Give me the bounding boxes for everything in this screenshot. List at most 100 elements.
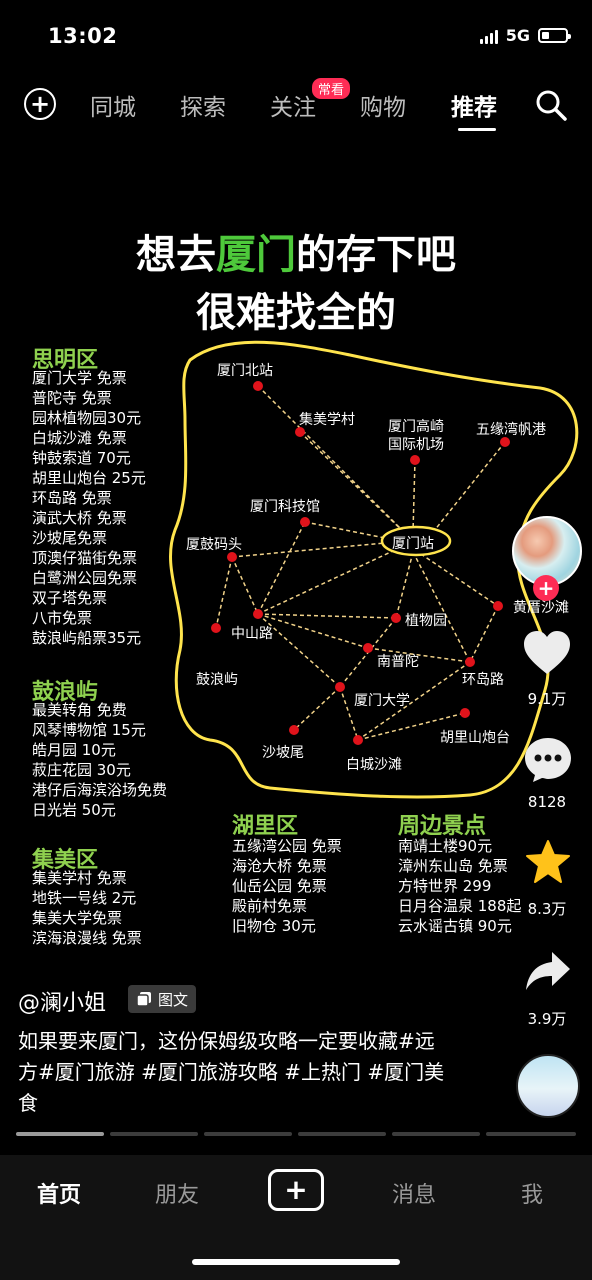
list-item: 鼓浪屿船票35元 xyxy=(32,629,142,647)
status-bar-right: 5G xyxy=(479,26,571,45)
map-label-xiagu: 厦鼓码头 xyxy=(186,537,242,553)
list-item: 仙岳公园 免票 xyxy=(232,877,327,895)
like-icon[interactable] xyxy=(522,630,572,676)
list-item: 日月谷温泉 188起 xyxy=(398,897,522,915)
nav-home[interactable]: 首页 xyxy=(36,1183,81,1208)
list-item: 环岛路 免票 xyxy=(32,489,112,507)
nav-me[interactable]: 我 xyxy=(520,1183,543,1208)
follow-button[interactable]: + xyxy=(533,575,559,601)
list-item: 方特世界 299 xyxy=(398,877,492,895)
active-tab-indicator xyxy=(458,128,496,131)
list-item: 八市免票 xyxy=(32,609,93,627)
tab-shopping[interactable]: 购物 xyxy=(360,95,406,121)
map-label-xiada: 厦门大学 xyxy=(354,693,410,709)
siming-list: 厦门大学 免票 普陀寺 免票 园林植物园30元 白城沙滩 免票 钟鼓索道 70元… xyxy=(32,368,146,648)
tab-following[interactable]: 关注 xyxy=(270,95,316,121)
image-progress-segment xyxy=(110,1132,198,1136)
district-title-jimei: 集美区 xyxy=(32,848,99,873)
author-avatar[interactable] xyxy=(512,516,582,586)
list-item: 顶澳仔猫街免票 xyxy=(32,549,138,567)
map-label-huandao: 环岛路 xyxy=(462,672,504,688)
list-item: 最美转角 免费 xyxy=(32,701,127,719)
list-item: 集美学村 免票 xyxy=(32,869,127,887)
route-lines xyxy=(215,385,506,741)
tab-recommend[interactable]: 推荐 xyxy=(451,95,497,121)
hub-outline xyxy=(380,525,452,557)
map-label-jimei: 集美学村 xyxy=(299,412,355,428)
nav-friends[interactable]: 朋友 xyxy=(154,1183,199,1208)
signal-icon xyxy=(479,28,498,44)
music-disc[interactable] xyxy=(516,1054,580,1118)
map-label-beizhan: 厦门北站 xyxy=(217,363,273,379)
tab-explore[interactable]: 探索 xyxy=(180,95,226,121)
image-progress-segment xyxy=(204,1132,292,1136)
list-item: 双子塔免票 xyxy=(32,589,108,607)
search-icon[interactable] xyxy=(534,88,568,122)
image-progress-segment xyxy=(298,1132,386,1136)
top-navigation: + 同城 探索 关注 常看 购物 推荐 xyxy=(0,78,592,131)
image-progress-segment xyxy=(486,1132,576,1136)
tab-same-city[interactable]: 同城 xyxy=(90,95,136,121)
list-item: 南靖土楼90元 xyxy=(398,837,493,855)
home-indicator xyxy=(192,1259,400,1265)
map-label-gulang: 鼓浪屿 xyxy=(196,672,238,688)
battery-icon xyxy=(538,28,571,43)
district-title-huli: 湖里区 xyxy=(232,814,299,839)
map-label-wuyuan: 五缘湾帆港 xyxy=(476,422,546,438)
map-label-baicheng: 白城沙滩 xyxy=(346,757,402,773)
map-label-keji: 厦门科技馆 xyxy=(250,499,320,515)
list-item: 钟鼓索道 70元 xyxy=(32,449,131,467)
add-icon[interactable]: + xyxy=(24,88,56,120)
list-item: 白城沙滩 免票 xyxy=(32,429,127,447)
map-label-hub: 厦门站 xyxy=(392,536,434,552)
list-item: 集美大学免票 xyxy=(32,909,123,927)
network-type: 5G xyxy=(505,26,530,45)
favorite-star-icon[interactable] xyxy=(524,839,572,885)
list-item: 沙坡尾免票 xyxy=(32,529,108,547)
status-time: 13:02 xyxy=(48,24,118,48)
district-title-gulangyu: 鼓浪屿 xyxy=(32,680,99,705)
author-name[interactable]: @澜小姐 xyxy=(18,991,107,1016)
huli-list: 五缘湾公园 免票 海沧大桥 免票 仙岳公园 免票 殿前村免票 旧物仓 30元 xyxy=(232,836,342,936)
comment-icon[interactable] xyxy=(523,736,573,784)
map-label-zhiwu: 植物园 xyxy=(405,613,447,629)
list-item: 厦门大学 免票 xyxy=(32,369,127,387)
list-item: 园林植物园30元 xyxy=(32,409,142,427)
post-caption[interactable]: 如果要来厦门，这份保姆级攻略一定要收藏#远方#厦门旅游 #厦门旅游攻略 #上热门… xyxy=(18,1029,445,1115)
map-label-airport-2: 国际机场 xyxy=(388,437,444,453)
comment-count: 8128 xyxy=(527,793,567,811)
map-label-huangcuo: 黄厝沙滩 xyxy=(513,600,569,616)
district-title-zhoubian: 周边景点 xyxy=(398,814,487,839)
favorite-count: 8.3万 xyxy=(527,900,567,918)
poster-title-line2: 很难找全的 xyxy=(196,290,396,336)
list-item: 胡里山炮台 25元 xyxy=(32,469,146,487)
list-item: 殿前村免票 xyxy=(232,897,308,915)
list-item: 地铁一号线 2元 xyxy=(32,889,137,907)
create-post-button[interactable]: + xyxy=(268,1169,324,1211)
like-count: 9.1万 xyxy=(527,690,567,708)
map-label-zhongshan: 中山路 xyxy=(231,626,273,642)
gallery-icon xyxy=(136,992,151,1007)
list-item: 云水谣古镇 90元 xyxy=(398,917,512,935)
poster-title-line1: 想去厦门的存下吧 xyxy=(136,232,456,278)
list-item: 皓月园 10元 xyxy=(32,741,116,759)
jimei-list: 集美学村 免票 地铁一号线 2元 集美大学免票 滨海浪漫线 免票 xyxy=(32,868,142,948)
list-item: 海沧大桥 免票 xyxy=(232,857,327,875)
map-label-nanputuo: 南普陀 xyxy=(377,654,419,670)
share-count: 3.9万 xyxy=(527,1010,567,1028)
following-badge: 常看 xyxy=(312,78,351,99)
list-item: 演武大桥 免票 xyxy=(32,509,127,527)
list-item: 普陀寺 免票 xyxy=(32,389,112,407)
list-item: 风琴博物馆 15元 xyxy=(32,721,146,739)
list-item: 日光岩 50元 xyxy=(32,801,116,819)
nav-messages[interactable]: 消息 xyxy=(391,1183,436,1208)
image-progress-segment xyxy=(392,1132,480,1136)
map-label-hulishan: 胡里山炮台 xyxy=(440,730,510,746)
share-icon[interactable] xyxy=(524,950,572,992)
list-item: 菽庄花园 30元 xyxy=(32,761,131,779)
gulangyu-list: 最美转角 免费 风琴博物馆 15元 皓月园 10元 菽庄花园 30元 港仔后海滨… xyxy=(32,700,167,820)
map-label-airport-1: 厦门高崎 xyxy=(388,419,444,435)
list-item: 漳州东山岛 免票 xyxy=(398,857,508,875)
list-item: 五缘湾公园 免票 xyxy=(232,837,342,855)
zhoubian-list: 南靖土楼90元 漳州东山岛 免票 方特世界 299 日月谷温泉 188起 云水谣… xyxy=(398,836,521,936)
